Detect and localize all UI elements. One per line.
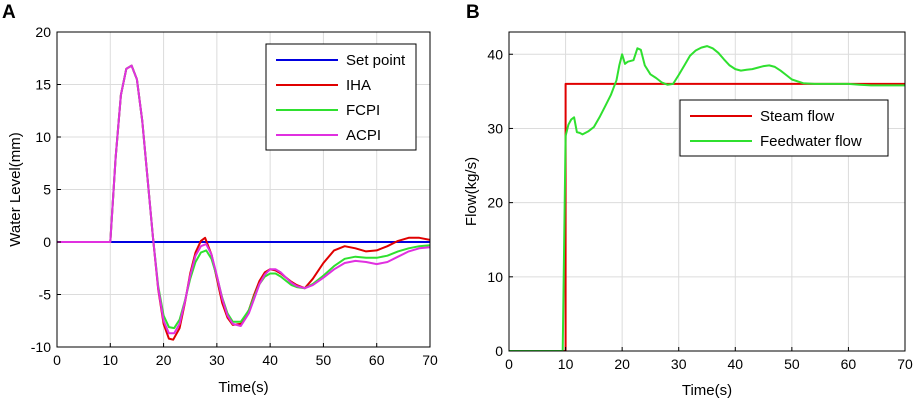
panel-a-x-tick-label: 70 [422,352,438,368]
panel-a-letter: A [2,2,16,23]
panel-a-y-tick-label: -10 [31,339,51,355]
panel-a-x-tick-label: 10 [102,352,118,368]
panel-b-x-tick-label: 50 [784,356,800,372]
panel-b-legend-box [679,99,889,157]
panel-a-y-tick-label: 15 [35,77,51,93]
panel-b-series-steam-flow-line [509,82,905,351]
panel-a-x-tick-label: 0 [53,352,61,368]
panel-b-legend-label-steam-flow: Steam flow [760,108,834,125]
panel-a-y-tick-label: 5 [43,182,51,198]
panel-a-x-tick-label: 60 [369,352,385,368]
panel-a-legend-label-iha: IHA [346,77,371,94]
panel-a-legend-label-fcpi: FCPI [346,102,380,119]
panel-b-letter: B [466,2,480,23]
panel-b-grid [508,32,906,352]
panel-a-legend: Set point IHA FCPI ACPI [265,43,417,151]
chart-panel-a: A 0 10 20 30 40 50 60 70 -10 -5 0 5 10 15 20 Time(s) W… [2,2,438,396]
panel-a-y-tick-label: -5 [39,287,52,303]
panel-b-ticks: 0 10 20 30 40 50 60 70 0 10 20 30 40 [487,46,913,372]
panel-b-x-tick-label: 30 [671,356,687,372]
panel-b-legend: Steam flow Feedwater flow [679,99,889,157]
panel-b-series-group [509,45,905,351]
panel-b-axes-frame [508,31,906,352]
panel-a-legend-label-set-point: Set point [346,52,406,69]
panel-a-x-tick-label: 40 [262,352,278,368]
panel-a-x-tick-label: 50 [316,352,332,368]
panel-a-x-tick-label: 30 [209,352,225,368]
panel-b-y-axis-label: Flow(kg/s) [463,157,480,226]
panel-b-x-tick-label: 10 [558,356,574,372]
panel-a-y-tick-label: 10 [35,129,51,145]
panel-b-x-tick-label: 20 [614,356,630,372]
panel-a-x-axis-label: Time(s) [218,379,268,396]
panel-a-y-tick-label: 0 [43,234,51,250]
panel-b-y-tick-label: 40 [487,46,503,62]
panel-a-x-tick-label: 20 [156,352,172,368]
panel-a-series-acpi-line [57,64,430,335]
panel-b-legend-label-feedwater-flow: Feedwater flow [760,133,862,150]
panel-b-y-tick-label: 0 [495,343,503,359]
panel-b-x-tick-label: 40 [727,356,743,372]
panel-a-legend-label-acpi: ACPI [346,127,381,144]
panel-a-ticks: 0 10 20 30 40 50 60 70 -10 -5 0 5 10 15 20 [31,24,438,368]
panel-a-y-tick-label: 20 [35,24,51,40]
panel-b-y-tick-label: 20 [487,195,503,211]
panel-a-legend-box [265,43,417,151]
panel-a-series-group [57,64,430,341]
panel-b-x-tick-label: 60 [841,356,857,372]
panel-b-x-tick-label: 70 [897,356,913,372]
panel-a-y-axis-label: Water Level(mm) [7,132,24,246]
panel-b-x-tick-label: 0 [505,356,513,372]
panel-b-y-tick-label: 10 [487,269,503,285]
panel-b-y-tick-label: 30 [487,120,503,136]
panel-b-series-feedwater-flow-line [509,45,905,351]
panel-b-x-axis-label: Time(s) [682,382,732,399]
chart-panel-b: B 0 10 20 30 40 50 60 70 0 10 20 30 40 Time(s) Flow(… [463,2,913,399]
